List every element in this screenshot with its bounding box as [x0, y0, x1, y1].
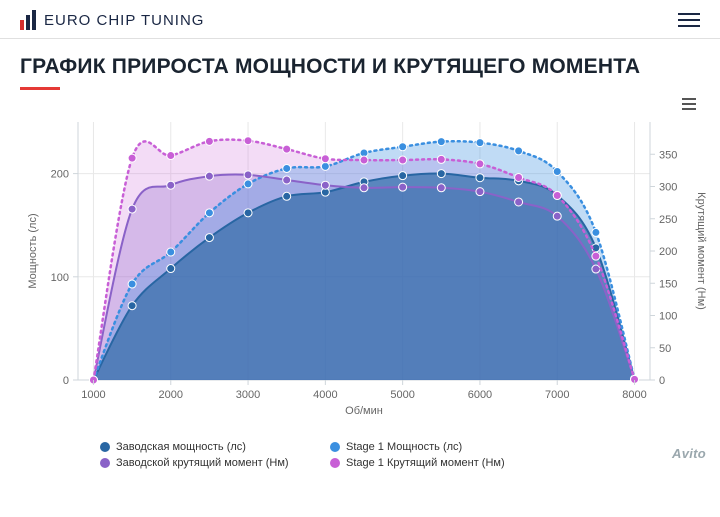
svg-text:2000: 2000 — [159, 389, 183, 401]
watermark: Avito — [672, 446, 706, 461]
svg-text:8000: 8000 — [622, 389, 646, 401]
power-torque-chart: 1000200030004000500060007000800001002000… — [10, 100, 710, 435]
page-title: ГРАФИК ПРИРОСТА МОЩНОСТИ И КРУТЯЩЕГО МОМ… — [20, 55, 700, 79]
svg-text:150: 150 — [659, 278, 677, 290]
chart-legend: Заводская мощность (лс) Stage 1 Мощность … — [10, 435, 710, 469]
svg-text:200: 200 — [659, 246, 677, 258]
legend-label: Stage 1 Крутящий момент (Нм) — [346, 457, 505, 469]
svg-text:7000: 7000 — [545, 389, 569, 401]
svg-text:200: 200 — [51, 169, 69, 181]
legend-label: Заводской крутящий момент (Нм) — [116, 457, 289, 469]
hamburger-icon[interactable] — [678, 13, 700, 27]
svg-text:4000: 4000 — [313, 389, 337, 401]
svg-text:0: 0 — [659, 375, 665, 387]
header: EURO CHIP TUNING — [0, 0, 720, 38]
svg-text:6000: 6000 — [468, 389, 492, 401]
svg-text:Об/мин: Об/мин — [345, 405, 383, 417]
legend-item[interactable]: Stage 1 Мощность (лс) — [330, 441, 530, 453]
legend-swatch — [100, 442, 110, 452]
legend-swatch — [100, 458, 110, 468]
chart-menu-icon[interactable] — [682, 98, 696, 110]
legend-swatch — [330, 458, 340, 468]
legend-label: Заводская мощность (лс) — [116, 441, 246, 453]
svg-text:5000: 5000 — [390, 389, 414, 401]
svg-text:50: 50 — [659, 343, 671, 355]
logo-icon — [20, 10, 36, 30]
brand[interactable]: EURO CHIP TUNING — [20, 10, 204, 30]
legend-item[interactable]: Stage 1 Крутящий момент (Нм) — [330, 457, 530, 469]
svg-text:1000: 1000 — [81, 389, 105, 401]
legend-item[interactable]: Заводской крутящий момент (Нм) — [100, 457, 300, 469]
svg-text:250: 250 — [659, 214, 677, 226]
chart-container: 1000200030004000500060007000800001002000… — [0, 96, 720, 469]
svg-text:Крутящий момент (Нм): Крутящий момент (Нм) — [695, 192, 707, 310]
svg-text:350: 350 — [659, 149, 677, 161]
legend-label: Stage 1 Мощность (лс) — [346, 441, 462, 453]
svg-text:300: 300 — [659, 182, 677, 194]
svg-text:3000: 3000 — [236, 389, 260, 401]
svg-text:100: 100 — [51, 272, 69, 284]
legend-item[interactable]: Заводская мощность (лс) — [100, 441, 300, 453]
svg-text:Мощность (лс): Мощность (лс) — [27, 213, 39, 288]
svg-text:100: 100 — [659, 311, 677, 323]
title-underline — [20, 87, 60, 90]
brand-text: EURO CHIP TUNING — [44, 12, 204, 29]
title-block: ГРАФИК ПРИРОСТА МОЩНОСТИ И КРУТЯЩЕГО МОМ… — [0, 39, 720, 96]
svg-text:0: 0 — [63, 375, 69, 387]
legend-swatch — [330, 442, 340, 452]
